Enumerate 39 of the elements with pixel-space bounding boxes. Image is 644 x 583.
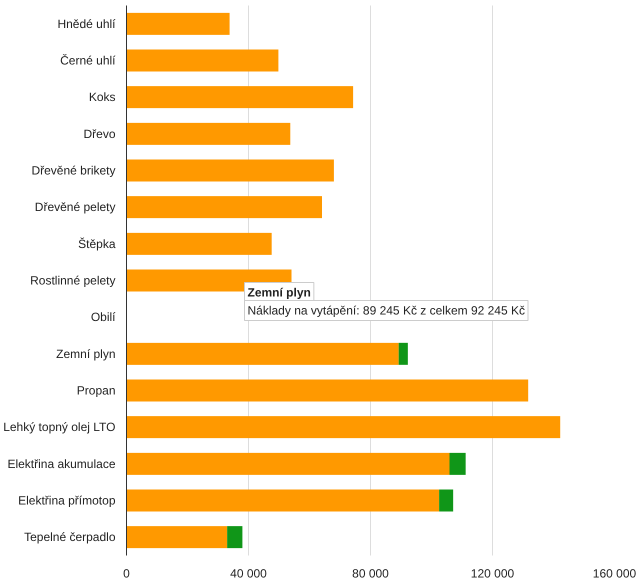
bar: [227, 526, 242, 548]
x-tick-label: 0: [123, 566, 130, 580]
y-tick-label: Lehký topný olej LTO: [3, 420, 116, 434]
x-tick-label: 40 000: [230, 566, 268, 580]
y-tick-label: Koks: [88, 90, 116, 104]
bar: [126, 160, 334, 182]
bar: [439, 490, 454, 512]
y-tick-label: Dřevěné pelety: [34, 200, 116, 214]
y-tick-label: Obilí: [90, 310, 116, 324]
y-tick-label: Štěpka: [78, 236, 116, 251]
y-tick-label: Elektřina přímotop: [18, 494, 116, 508]
annotation: Zemní plyn: [248, 286, 311, 300]
x-tick-label: 80 000: [352, 566, 390, 580]
bar: [126, 342, 399, 365]
y-tick-label: Elektřina akumulace: [7, 456, 116, 471]
y-tick-label: Tepelné čerpadlo: [24, 530, 116, 544]
y-tick-label: Zemní plyn: [56, 346, 116, 361]
bar: [449, 452, 466, 475]
bar: [126, 490, 440, 512]
bar: [126, 416, 560, 438]
bar: [398, 342, 408, 365]
bar: [126, 232, 272, 255]
bar: [126, 86, 354, 108]
bar: [126, 452, 450, 475]
x-tick-label: 120 000: [470, 566, 515, 580]
y-tick-label: Rostlinné pelety: [30, 274, 116, 288]
x-tick-label: 160 000: [592, 566, 637, 580]
bar: [126, 50, 278, 72]
bar: [126, 122, 290, 145]
y-tick-label: Hnědé uhlí: [57, 16, 116, 31]
y-tick-label: Propan: [76, 384, 116, 398]
y-tick-label: Černé uhlí: [60, 54, 116, 68]
bar: [126, 380, 528, 402]
bar: [126, 526, 228, 548]
annotation: Náklady na vytápění: 89 245 Kč z celkem 92 245 Kč: [248, 304, 525, 318]
y-tick-label: Dřevo: [83, 126, 116, 141]
y-tick-label: Dřevěné brikety: [31, 164, 116, 178]
bar: [126, 196, 322, 218]
bar: [126, 12, 230, 35]
